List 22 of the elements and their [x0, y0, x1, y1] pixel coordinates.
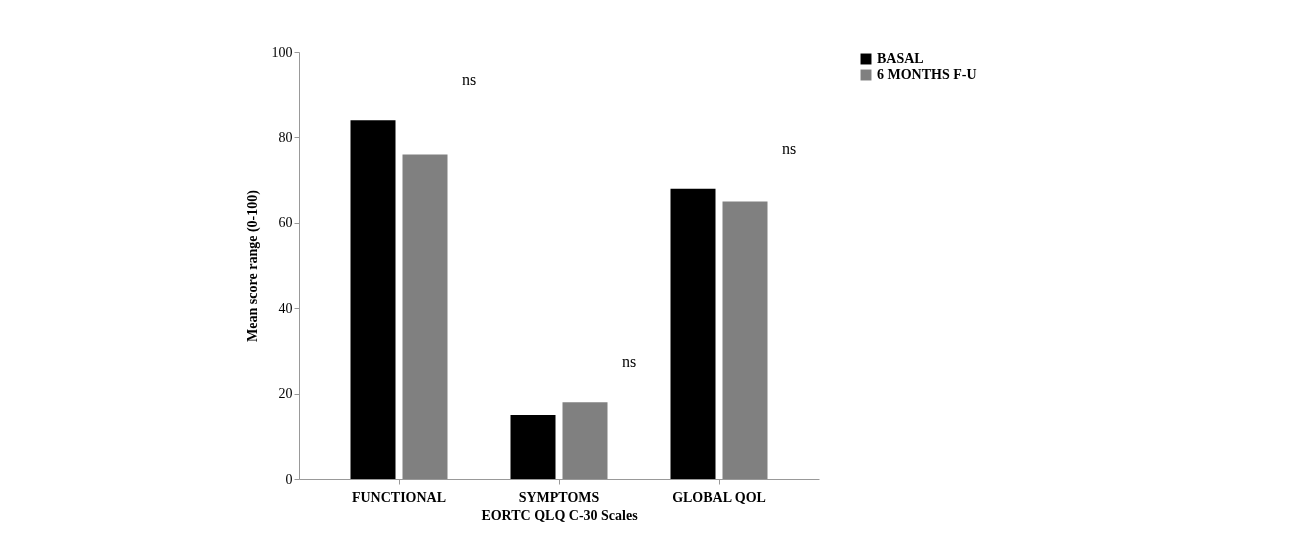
y-tick-label: 0: [285, 471, 293, 487]
y-tick-label: 20: [278, 386, 293, 402]
bar: [510, 414, 556, 479]
annotation: ns: [621, 353, 637, 371]
legend-label: BASAL: [877, 51, 924, 66]
x-axis-title: EORTC QLQ C-30 Scales: [481, 507, 639, 523]
x-tick-label: SYMPTOMS: [518, 489, 600, 505]
legend-label: 6 MONTHS F-U: [877, 67, 977, 82]
bar: [402, 154, 448, 479]
annotation: ns: [781, 139, 797, 157]
bar: [562, 402, 608, 479]
y-tick-label: 40: [278, 300, 293, 316]
bar: [722, 201, 768, 479]
annotation: ns: [461, 71, 477, 89]
x-tick-label: FUNCTIONAL: [351, 489, 447, 505]
x-tick-label: GLOBAL QOL: [672, 489, 766, 505]
bar: [350, 120, 396, 479]
bar: [670, 188, 716, 479]
y-axis-title: Mean score range (0-100): [244, 189, 261, 342]
y-tick-label: 100: [271, 44, 293, 60]
y-tick-label: 80: [278, 129, 293, 145]
y-tick-label: 60: [278, 215, 293, 231]
